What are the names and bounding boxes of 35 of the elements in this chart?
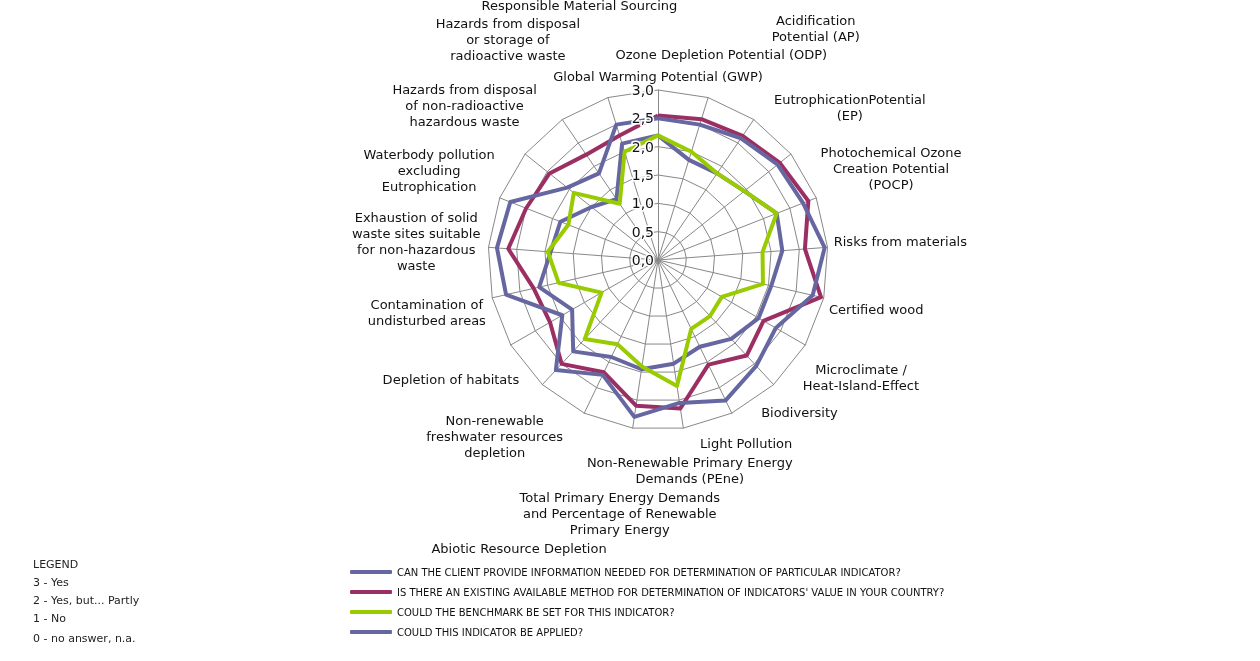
spoke-label: Contamination of undisturbed areas xyxy=(367,297,487,329)
spoke-label: Hazards from disposal or storage of radioactive waste xyxy=(435,16,581,64)
spoke-label: Global Warming Potential (GWP) xyxy=(553,68,763,84)
spoke-label: Responsible Material Sourcing xyxy=(481,0,678,13)
legend-label: COULD THIS INDICATOR BE APPLIED? xyxy=(397,626,584,638)
legend-label: CAN THE CLIENT PROVIDE INFORMATION NEEDED FOR DETERMINATION OF PARTICULAR INDICATOR? xyxy=(397,566,901,578)
y-tick-label: 1,0 xyxy=(631,195,654,212)
spoke-label: Abiotic Resource Depletion xyxy=(431,541,607,557)
legend-label: COULD THE BENCHMARK BE SET FOR THIS INDICATOR? xyxy=(397,606,675,618)
y-tick-label: 0,0 xyxy=(631,252,654,268)
y-tick-label: 3,0 xyxy=(631,82,654,98)
text: 0 - no answer, n.a. xyxy=(33,632,136,645)
text: 2 - Yes, but... Partly xyxy=(33,594,140,607)
text: LEGEND xyxy=(33,558,79,571)
spoke-label: Non-Renewable Primary Energy Demands (PEne) xyxy=(586,455,793,487)
spoke-label: Hazards from disposal of non-radioactive hazardous waste xyxy=(392,82,537,130)
spoke-label: Waterbody pollution excluding Eutrophication xyxy=(363,146,495,194)
spoke-label: Ozone Depletion Potential (ODP) xyxy=(615,47,828,63)
spoke-label: Total Primary Energy Demands and Percentage of Renewable Primary Energy xyxy=(518,490,721,538)
y-tick-label: 0,5 xyxy=(631,223,654,240)
spoke-label: Biodiversity xyxy=(761,404,838,420)
text: 1 - No xyxy=(33,612,67,625)
spoke-label: Photochemical Ozone Creation Potential (POCP) xyxy=(820,145,962,193)
spoke-label: Risks from materials xyxy=(833,234,968,250)
spoke-label: Microclimate / Heat-Island-Effect xyxy=(802,361,920,393)
text: 3 - Yes xyxy=(33,576,69,589)
spoke-label: Light Pollution xyxy=(700,435,793,451)
spoke-label: Acidification Potential (AP) xyxy=(771,13,860,45)
spoke-label: Exhaustion of solid waste sites suitable for non-hazardous waste xyxy=(351,210,481,274)
spoke-label: Non-renewable freshwater resources depletion xyxy=(426,412,564,460)
spoke-label: EutrophicationPotential (EP) xyxy=(773,91,926,123)
y-tick-label: 1,5 xyxy=(631,167,654,183)
legend-label: IS THERE AN EXISTING AVAILABLE METHOD FOR DETERMINATION OF INDICATORS' VALUE IN YOUR COUNTRY? xyxy=(397,586,945,598)
spoke-label: Depletion of habitats xyxy=(382,372,520,388)
spoke-label: Certified wood xyxy=(828,302,924,318)
